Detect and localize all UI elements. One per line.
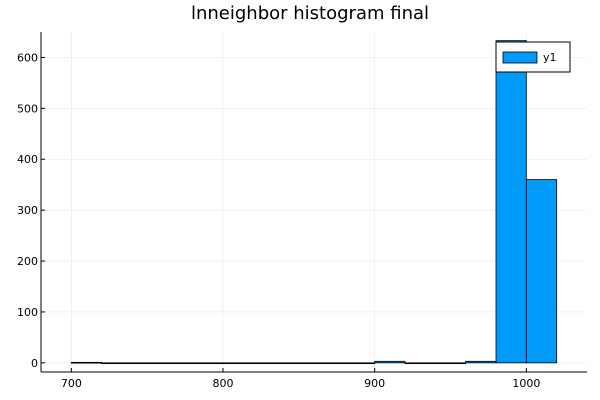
bars — [70, 40, 558, 365]
axes — [40, 32, 587, 373]
histogram-bar — [101, 362, 133, 365]
x-tick-label: 700 — [61, 377, 82, 390]
x-tick-label: 800 — [213, 377, 234, 390]
histogram-bar — [70, 361, 103, 364]
histogram-bar — [252, 362, 285, 365]
y-tick-label: 0 — [31, 357, 38, 370]
y-tick-label: 300 — [17, 204, 38, 217]
legend-label-y1: y1 — [543, 51, 557, 64]
y-ticks: 0 100 200 300 400 500 600 — [17, 51, 45, 370]
histogram-bar — [374, 360, 406, 364]
histogram-bar — [343, 362, 376, 365]
histogram-bar — [283, 362, 315, 365]
histogram-bar — [434, 362, 467, 365]
legend-swatch-y1 — [502, 51, 538, 64]
histogram-bar — [161, 362, 194, 365]
histogram-bar — [222, 362, 254, 365]
histogram-bar — [404, 362, 436, 365]
x-tick-label: 900 — [364, 377, 385, 390]
legend: y1 — [495, 41, 571, 73]
y-tick-label: 600 — [17, 51, 38, 64]
histogram-bar — [465, 360, 497, 364]
y-tick-label: 200 — [17, 255, 38, 268]
x-ticks: 700 800 900 1000 — [61, 368, 540, 390]
y-tick-label: 500 — [17, 102, 38, 115]
y-tick-label: 100 — [17, 306, 38, 319]
x-tick-label: 1000 — [512, 377, 540, 390]
histogram-bar — [313, 362, 345, 365]
histogram-bar — [131, 362, 163, 365]
chart-title: lnneighbor histogram final — [191, 3, 429, 24]
y-tick-label: 400 — [17, 153, 38, 166]
histogram-bar — [192, 362, 224, 365]
histogram-bar — [525, 179, 558, 364]
histogram-bar — [495, 40, 527, 364]
